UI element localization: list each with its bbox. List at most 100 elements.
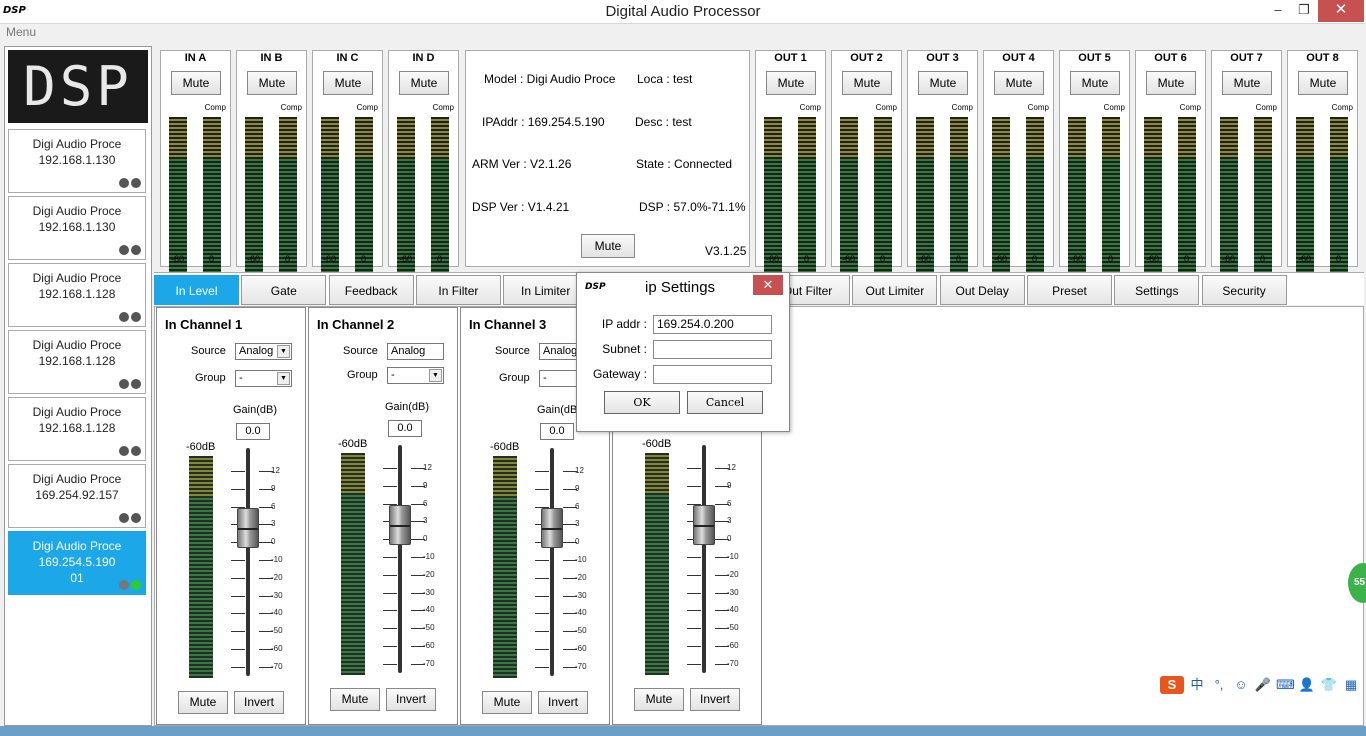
fader-tick-label: -30 [575,590,587,600]
window-title: Digital Audio Processor [605,3,761,20]
fader-tick-label: 6 [271,501,276,511]
output-meter: OUT 5 Mute Comp -60 0 [1059,50,1130,302]
dialog-close-button[interactable]: ✕ [753,275,783,295]
minimize-button[interactable]: – [1274,2,1282,17]
tab-security[interactable]: Security [1201,275,1287,305]
microphone-icon[interactable]: 🎤 [1254,677,1272,692]
master-mute-button[interactable]: Mute [581,234,635,258]
gain-fader-track[interactable] [550,448,554,676]
fader-tick [259,631,273,633]
meter-db-label: -60dB [186,441,216,453]
fader-tick-label: 12 [423,463,432,472]
gain-fader-handle[interactable] [693,505,715,545]
skin-icon[interactable]: 👕 [1320,677,1338,692]
tab-out-limiter[interactable]: Out Limiter [852,275,938,305]
ime-icon[interactable]: S [1160,676,1184,694]
meter-label: OUT 5 [1078,52,1111,64]
device-ip: 169.254.5.190 [38,555,116,569]
keyboard-icon[interactable]: ⌨ [1276,677,1295,692]
gain-fader-handle[interactable] [541,508,563,548]
meter-mute-button[interactable]: Mute [1070,71,1120,95]
fader-tick [715,503,729,505]
tab-feedback[interactable]: Feedback [328,275,414,305]
group-select[interactable]: -▼ [235,370,292,387]
device-item[interactable]: Digi Audio Proce 169.254.92.157 [8,464,146,528]
channel-invert-button[interactable]: Invert [538,691,588,714]
tab-in-level[interactable]: In Level [154,275,239,305]
meter-min-label: -60 [842,254,856,264]
channel-mute-button[interactable]: Mute [330,688,380,711]
device-item[interactable]: Digi Audio Proce 192.168.1.128 [8,263,146,327]
ip-addr-input[interactable]: 169.254.0.200 [653,315,772,334]
meter-mute-button[interactable]: Mute [1222,71,1272,95]
device-item[interactable]: Digi Audio Proce 192.168.1.128 [8,397,146,461]
tab-in-limiter[interactable]: In Limiter [503,275,589,305]
floating-badge[interactable]: 55 [1348,563,1366,603]
group-select[interactable]: -▼ [387,367,444,384]
tab-out-delay[interactable]: Out Delay [939,275,1025,305]
device-item[interactable]: Digi Audio Proce 192.168.1.130 [8,129,146,193]
gain-fader-track[interactable] [246,448,250,676]
channel-invert-button[interactable]: Invert [690,688,740,711]
channel-invert-button[interactable]: Invert [386,688,436,711]
tab-preset[interactable]: Preset [1027,275,1112,305]
punctuation-icon[interactable]: °, [1214,677,1224,692]
channel-mute-button[interactable]: Mute [178,691,228,714]
channel-invert-button[interactable]: Invert [234,691,284,714]
meter-mute-button[interactable]: Mute [918,71,968,95]
fader-tick [231,631,245,633]
gain-fader-track[interactable] [702,445,706,673]
emoji-icon[interactable]: ☺ [1234,677,1248,692]
device-item[interactable]: Digi Audio Proce 169.254.5.190 01 [8,531,146,595]
fader-tick-label: -10 [727,552,739,561]
gain-fader-handle[interactable] [389,505,411,545]
menu-item[interactable]: Menu [6,25,37,39]
meter-mute-button[interactable]: Mute [842,71,892,95]
gain-value-input[interactable]: 0.0 [236,423,270,440]
source-select[interactable]: Analog▼ [235,343,292,360]
toolbox-icon[interactable]: ▦ [1344,677,1358,692]
device-item[interactable]: Digi Audio Proce 192.168.1.128 [8,330,146,394]
close-button[interactable]: ✕ [1318,0,1364,22]
gain-value-input[interactable]: 0.0 [388,420,422,437]
user-icon[interactable]: 👤 [1298,677,1316,692]
fader-tick [411,503,425,505]
meter-mute-button[interactable]: Mute [171,71,221,95]
app-icon: DSP [3,5,26,16]
channel-mute-button[interactable]: Mute [482,691,532,714]
fader-tick-label: -20 [423,569,435,579]
maximize-button[interactable]: ❐ [1298,2,1310,17]
channel-title: In Channel 1 [165,317,243,332]
gain-value-input[interactable]: 0.0 [540,423,574,440]
tab-gate[interactable]: Gate [241,275,327,305]
meter-mute-button[interactable]: Mute [247,71,297,95]
tab-settings[interactable]: Settings [1114,275,1200,305]
fader-tick [259,666,273,668]
meter-label: OUT 2 [850,52,883,64]
meter-mute-button[interactable]: Mute [323,71,373,95]
cancel-button[interactable]: Cancel [687,391,763,414]
ok-button[interactable]: OK [604,391,680,414]
gateway-input[interactable] [653,365,772,384]
fader-tick [231,595,245,597]
meter-mute-button[interactable]: Mute [994,71,1044,95]
tab-in-filter[interactable]: In Filter [415,275,501,305]
gain-fader-track[interactable] [398,445,402,673]
meter-mute-button[interactable]: Mute [1298,71,1348,95]
subnet-input[interactable] [653,340,772,359]
device-status-icon [119,446,141,456]
comp-meter-bar [279,117,297,302]
meter-mute-button[interactable]: Mute [399,71,449,95]
chinese-input-icon[interactable]: 中 [1190,677,1204,692]
device-item[interactable]: Digi Audio Proce 192.168.1.130 [8,196,146,260]
meter-mute-button[interactable]: Mute [766,71,816,95]
fader-tick [383,574,397,576]
fader-tick [411,646,425,647]
source-select[interactable]: Analog [387,343,444,360]
fader-tick-label: 3 [727,516,732,526]
gain-fader-handle[interactable] [237,508,259,548]
channel-mute-button[interactable]: Mute [634,688,684,711]
fader-tick [259,471,273,472]
meter-mute-button[interactable]: Mute [1146,71,1196,95]
chevron-down-icon: ▼ [429,369,442,382]
